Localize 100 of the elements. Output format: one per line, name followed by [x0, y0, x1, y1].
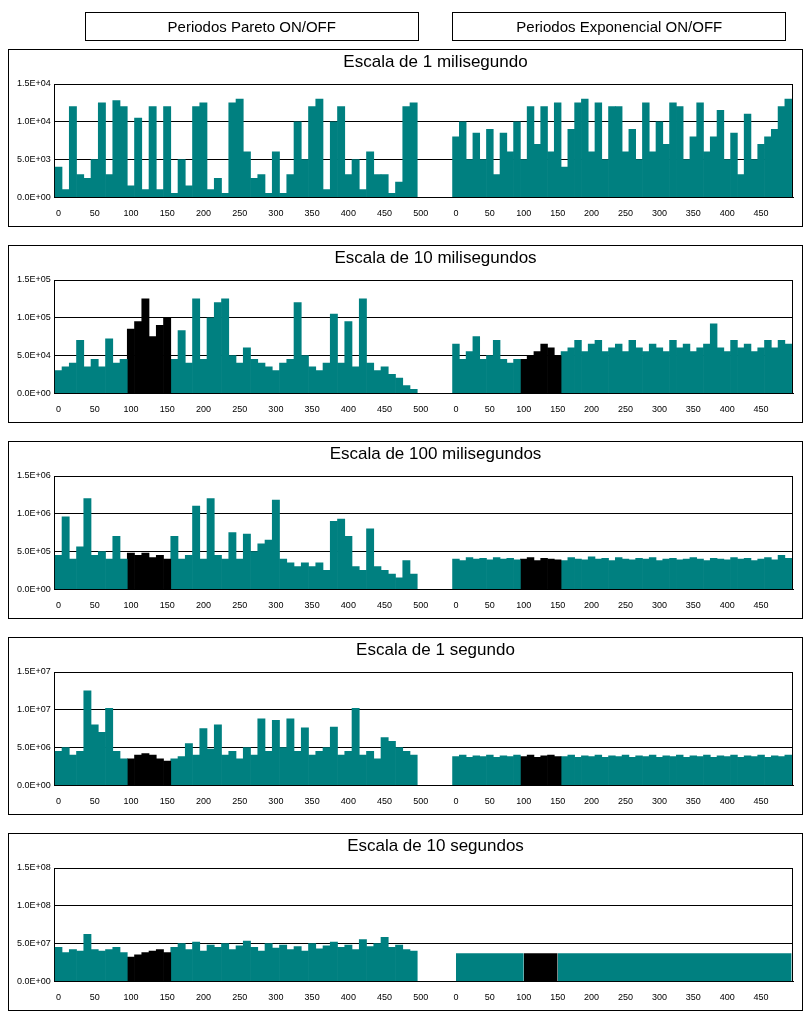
- x-tick-label: 200: [195, 992, 211, 1003]
- x-tick-label: 450: [377, 796, 393, 807]
- y-tick-label: 1.0E+07: [17, 704, 51, 715]
- x-tick-label: 400: [719, 992, 735, 1003]
- x-tick-label: 350: [304, 796, 320, 807]
- x-tick-label: 200: [195, 208, 211, 219]
- chart-title: Escala de 1 milisegundo: [342, 52, 529, 72]
- x-tick-label: 150: [159, 992, 175, 1003]
- x-tick-label: 250: [617, 404, 634, 415]
- x-tick-label: 350: [685, 404, 701, 415]
- x-tick-label: 150: [159, 796, 175, 807]
- y-tick-label: 5.0E+04: [17, 349, 51, 360]
- x-tick-label: 300: [651, 992, 667, 1003]
- x-tick-label: 50: [484, 404, 495, 415]
- x-tick-label: 450: [377, 208, 393, 219]
- x-tick-label: 100: [123, 208, 139, 219]
- chart-title: Escala de 10 milisegundos: [333, 248, 538, 268]
- y-tick-label: 1.5E+05: [17, 274, 51, 285]
- text: Periodos Pareto ON/OFF: [84, 12, 419, 41]
- x-tick-label: 300: [651, 404, 667, 415]
- x-tick-label: 0: [453, 208, 459, 219]
- x-tick-label: 50: [89, 992, 100, 1003]
- x-tick-label: 50: [89, 404, 100, 415]
- x-tick-label: 450: [753, 796, 769, 807]
- x-tick-label: 300: [268, 992, 284, 1003]
- x-tick-label: 200: [584, 208, 600, 219]
- x-tick-label: 150: [550, 796, 566, 807]
- x-tick-label: 400: [340, 600, 356, 611]
- x-tick-label: 300: [651, 600, 667, 611]
- x-tick-label: 300: [268, 404, 284, 415]
- x-tick-label: 150: [550, 992, 566, 1003]
- x-tick-label: 150: [159, 208, 175, 219]
- x-tick-label: 350: [685, 796, 701, 807]
- x-tick-label: 0: [55, 796, 61, 807]
- x-tick-label: 50: [89, 208, 100, 219]
- x-tick-label: 400: [719, 796, 735, 807]
- y-tick-label: 1.0E+08: [17, 900, 51, 911]
- x-tick-label: 50: [89, 796, 100, 807]
- x-tick-label: 350: [685, 992, 701, 1003]
- x-tick-label: 300: [651, 796, 667, 807]
- x-tick-label: 100: [516, 992, 532, 1003]
- x-tick-label: 450: [753, 600, 769, 611]
- x-tick-label: 0: [453, 404, 459, 415]
- x-tick-label: 400: [719, 404, 735, 415]
- y-tick-label: 1.5E+07: [17, 666, 51, 677]
- x-tick-label: 50: [484, 600, 495, 611]
- x-tick-label: 300: [651, 208, 667, 219]
- x-tick-label: 0: [55, 208, 61, 219]
- x-tick-label: 450: [753, 992, 769, 1003]
- x-tick-label: 200: [195, 404, 211, 415]
- x-tick-label: 100: [516, 796, 532, 807]
- x-tick-label: 100: [123, 796, 139, 807]
- x-tick-label: 450: [377, 404, 393, 415]
- x-tick-label: 250: [232, 208, 248, 219]
- y-tick-label: 1.5E+08: [17, 862, 51, 873]
- x-tick-label: 200: [195, 796, 211, 807]
- y-tick-label: 0.0E+00: [17, 975, 51, 986]
- x-tick-label: 0: [453, 796, 459, 807]
- x-tick-label: 100: [123, 404, 139, 415]
- x-tick-label: 0: [453, 992, 459, 1003]
- x-tick-label: 450: [377, 992, 393, 1003]
- x-tick-label: 100: [516, 600, 532, 611]
- x-tick-label: 350: [304, 992, 320, 1003]
- x-tick-label: 100: [123, 992, 139, 1003]
- x-tick-label: 250: [617, 600, 634, 611]
- x-tick-label: 250: [232, 404, 248, 415]
- y-tick-label: 5.0E+06: [17, 741, 51, 752]
- x-tick-label: 300: [268, 208, 284, 219]
- x-tick-label: 400: [719, 600, 735, 611]
- x-tick-label: 500: [413, 208, 429, 219]
- y-tick-label: 0.0E+00: [17, 583, 51, 594]
- x-tick-label: 450: [753, 208, 769, 219]
- x-tick-label: 350: [304, 208, 320, 219]
- x-tick-label: 400: [719, 208, 735, 219]
- x-tick-label: 350: [685, 208, 701, 219]
- x-tick-label: 250: [232, 796, 248, 807]
- x-tick-label: 400: [340, 992, 356, 1003]
- x-tick-label: 150: [159, 600, 175, 611]
- x-tick-label: 300: [268, 796, 284, 807]
- x-tick-label: 350: [304, 600, 320, 611]
- x-tick-label: 450: [377, 600, 393, 611]
- x-tick-label: 200: [195, 600, 211, 611]
- x-tick-label: 200: [584, 404, 600, 415]
- x-tick-label: 400: [340, 404, 356, 415]
- x-tick-label: 250: [232, 600, 248, 611]
- x-tick-label: 400: [340, 208, 356, 219]
- x-tick-label: 350: [304, 404, 320, 415]
- x-tick-label: 50: [484, 208, 495, 219]
- x-tick-label: 500: [413, 404, 429, 415]
- x-tick-label: 150: [159, 404, 175, 415]
- x-tick-label: 50: [89, 600, 100, 611]
- x-tick-label: 200: [584, 796, 600, 807]
- y-tick-label: 1.0E+04: [17, 116, 51, 127]
- y-tick-label: 5.0E+05: [17, 545, 51, 556]
- y-tick-label: 5.0E+03: [17, 153, 51, 164]
- x-tick-label: 350: [685, 600, 701, 611]
- y-tick-label: 1.5E+06: [17, 470, 51, 481]
- x-tick-label: 50: [484, 796, 495, 807]
- y-tick-label: 0.0E+00: [17, 387, 51, 398]
- x-tick-label: 0: [55, 600, 61, 611]
